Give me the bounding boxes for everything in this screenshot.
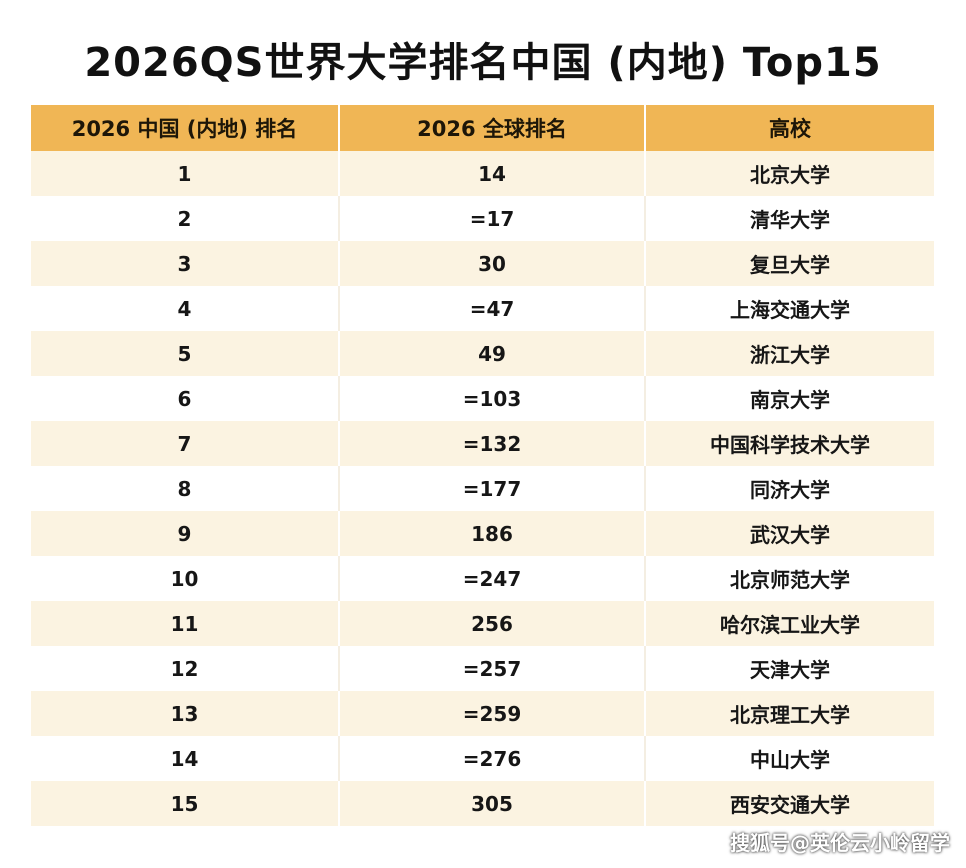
rank-cn-cell: 10: [31, 556, 340, 601]
university-cell: 北京大学: [750, 163, 830, 187]
rank-global-cell: 186: [340, 511, 646, 556]
table-row: 11 256 哈尔滨工业大学: [31, 601, 934, 646]
table-row: 3 30 复旦大学: [31, 241, 934, 286]
rank-cn-cell: 8: [31, 466, 340, 511]
rank-cn-cell: 15: [31, 781, 340, 826]
university-cell: 中山大学: [750, 748, 830, 772]
rank-global-cell: 49: [340, 331, 646, 376]
rank-cn-cell: 9: [31, 511, 340, 556]
table-row: 1 14 北京大学: [31, 151, 934, 196]
university-cell: 西安交通大学: [730, 793, 850, 817]
rank-global-cell: =47: [340, 286, 646, 331]
rank-global-cell: 305: [340, 781, 646, 826]
university-cell: 北京师范大学: [730, 568, 850, 592]
rank-cn-cell: 13: [31, 691, 340, 736]
watermark: 搜狐号@英伦云小岭留学: [730, 831, 950, 855]
rank-cn-cell: 11: [31, 601, 340, 646]
table-body: 1 14 北京大学 2 =17 清华大学 3 30 复旦大学 4 =47 上海交…: [31, 151, 934, 826]
university-cell: 天津大学: [750, 658, 830, 682]
rank-cn-cell: 1: [31, 151, 340, 196]
header-rank-cn: 2026 中国 (内地) 排名: [31, 105, 340, 151]
rank-global-cell: =257: [340, 646, 646, 691]
university-cell: 中国科学技术大学: [710, 433, 870, 457]
rank-global-cell: =276: [340, 736, 646, 781]
rank-global-cell: =177: [340, 466, 646, 511]
university-cell: 北京理工大学: [730, 703, 850, 727]
table-row: 12 =257 天津大学: [31, 646, 934, 691]
ranking-table: 2026 中国 (内地) 排名 2026 全球排名 高校 1 14 北京大学 2…: [31, 105, 934, 826]
table-row: 6 =103 南京大学: [31, 376, 934, 421]
rank-cn-cell: 5: [31, 331, 340, 376]
table-row: 13 =259 北京理工大学: [31, 691, 934, 736]
page-title: 2026QS世界大学排名中国 (内地) Top15: [84, 40, 882, 86]
rank-cn-cell: 7: [31, 421, 340, 466]
table-row: 8 =177 同济大学: [31, 466, 934, 511]
rank-cn-cell: 2: [31, 196, 340, 241]
rank-global-cell: 14: [340, 151, 646, 196]
rank-global-cell: =103: [340, 376, 646, 421]
table-row: 4 =47 上海交通大学: [31, 286, 934, 331]
university-cell: 哈尔滨工业大学: [720, 613, 860, 637]
university-cell: 上海交通大学: [730, 298, 850, 322]
university-cell: 同济大学: [750, 478, 830, 502]
university-cell: 武汉大学: [750, 523, 830, 547]
header-rank-global: 2026 全球排名: [340, 105, 646, 151]
university-cell: 清华大学: [750, 208, 830, 232]
rank-cn-cell: 12: [31, 646, 340, 691]
rank-global-cell: =247: [340, 556, 646, 601]
rank-global-cell: 30: [340, 241, 646, 286]
rank-global-cell: =132: [340, 421, 646, 466]
rank-cn-cell: 14: [31, 736, 340, 781]
university-cell: 浙江大学: [750, 343, 830, 367]
table-header: 2026 中国 (内地) 排名 2026 全球排名 高校: [31, 105, 934, 151]
rank-cn-cell: 6: [31, 376, 340, 421]
table-row: 2 =17 清华大学: [31, 196, 934, 241]
header-university: 高校: [769, 117, 811, 141]
table-row: 10 =247 北京师范大学: [31, 556, 934, 601]
rank-global-cell: =259: [340, 691, 646, 736]
rank-cn-cell: 4: [31, 286, 340, 331]
rank-global-cell: 256: [340, 601, 646, 646]
table-row: 5 49 浙江大学: [31, 331, 934, 376]
table-row: 7 =132 中国科学技术大学: [31, 421, 934, 466]
rank-cn-cell: 3: [31, 241, 340, 286]
table-row: 15 305 西安交通大学: [31, 781, 934, 826]
university-cell: 南京大学: [750, 388, 830, 412]
table-row: 9 186 武汉大学: [31, 511, 934, 556]
rank-global-cell: =17: [340, 196, 646, 241]
university-cell: 复旦大学: [750, 253, 830, 277]
table-row: 14 =276 中山大学: [31, 736, 934, 781]
